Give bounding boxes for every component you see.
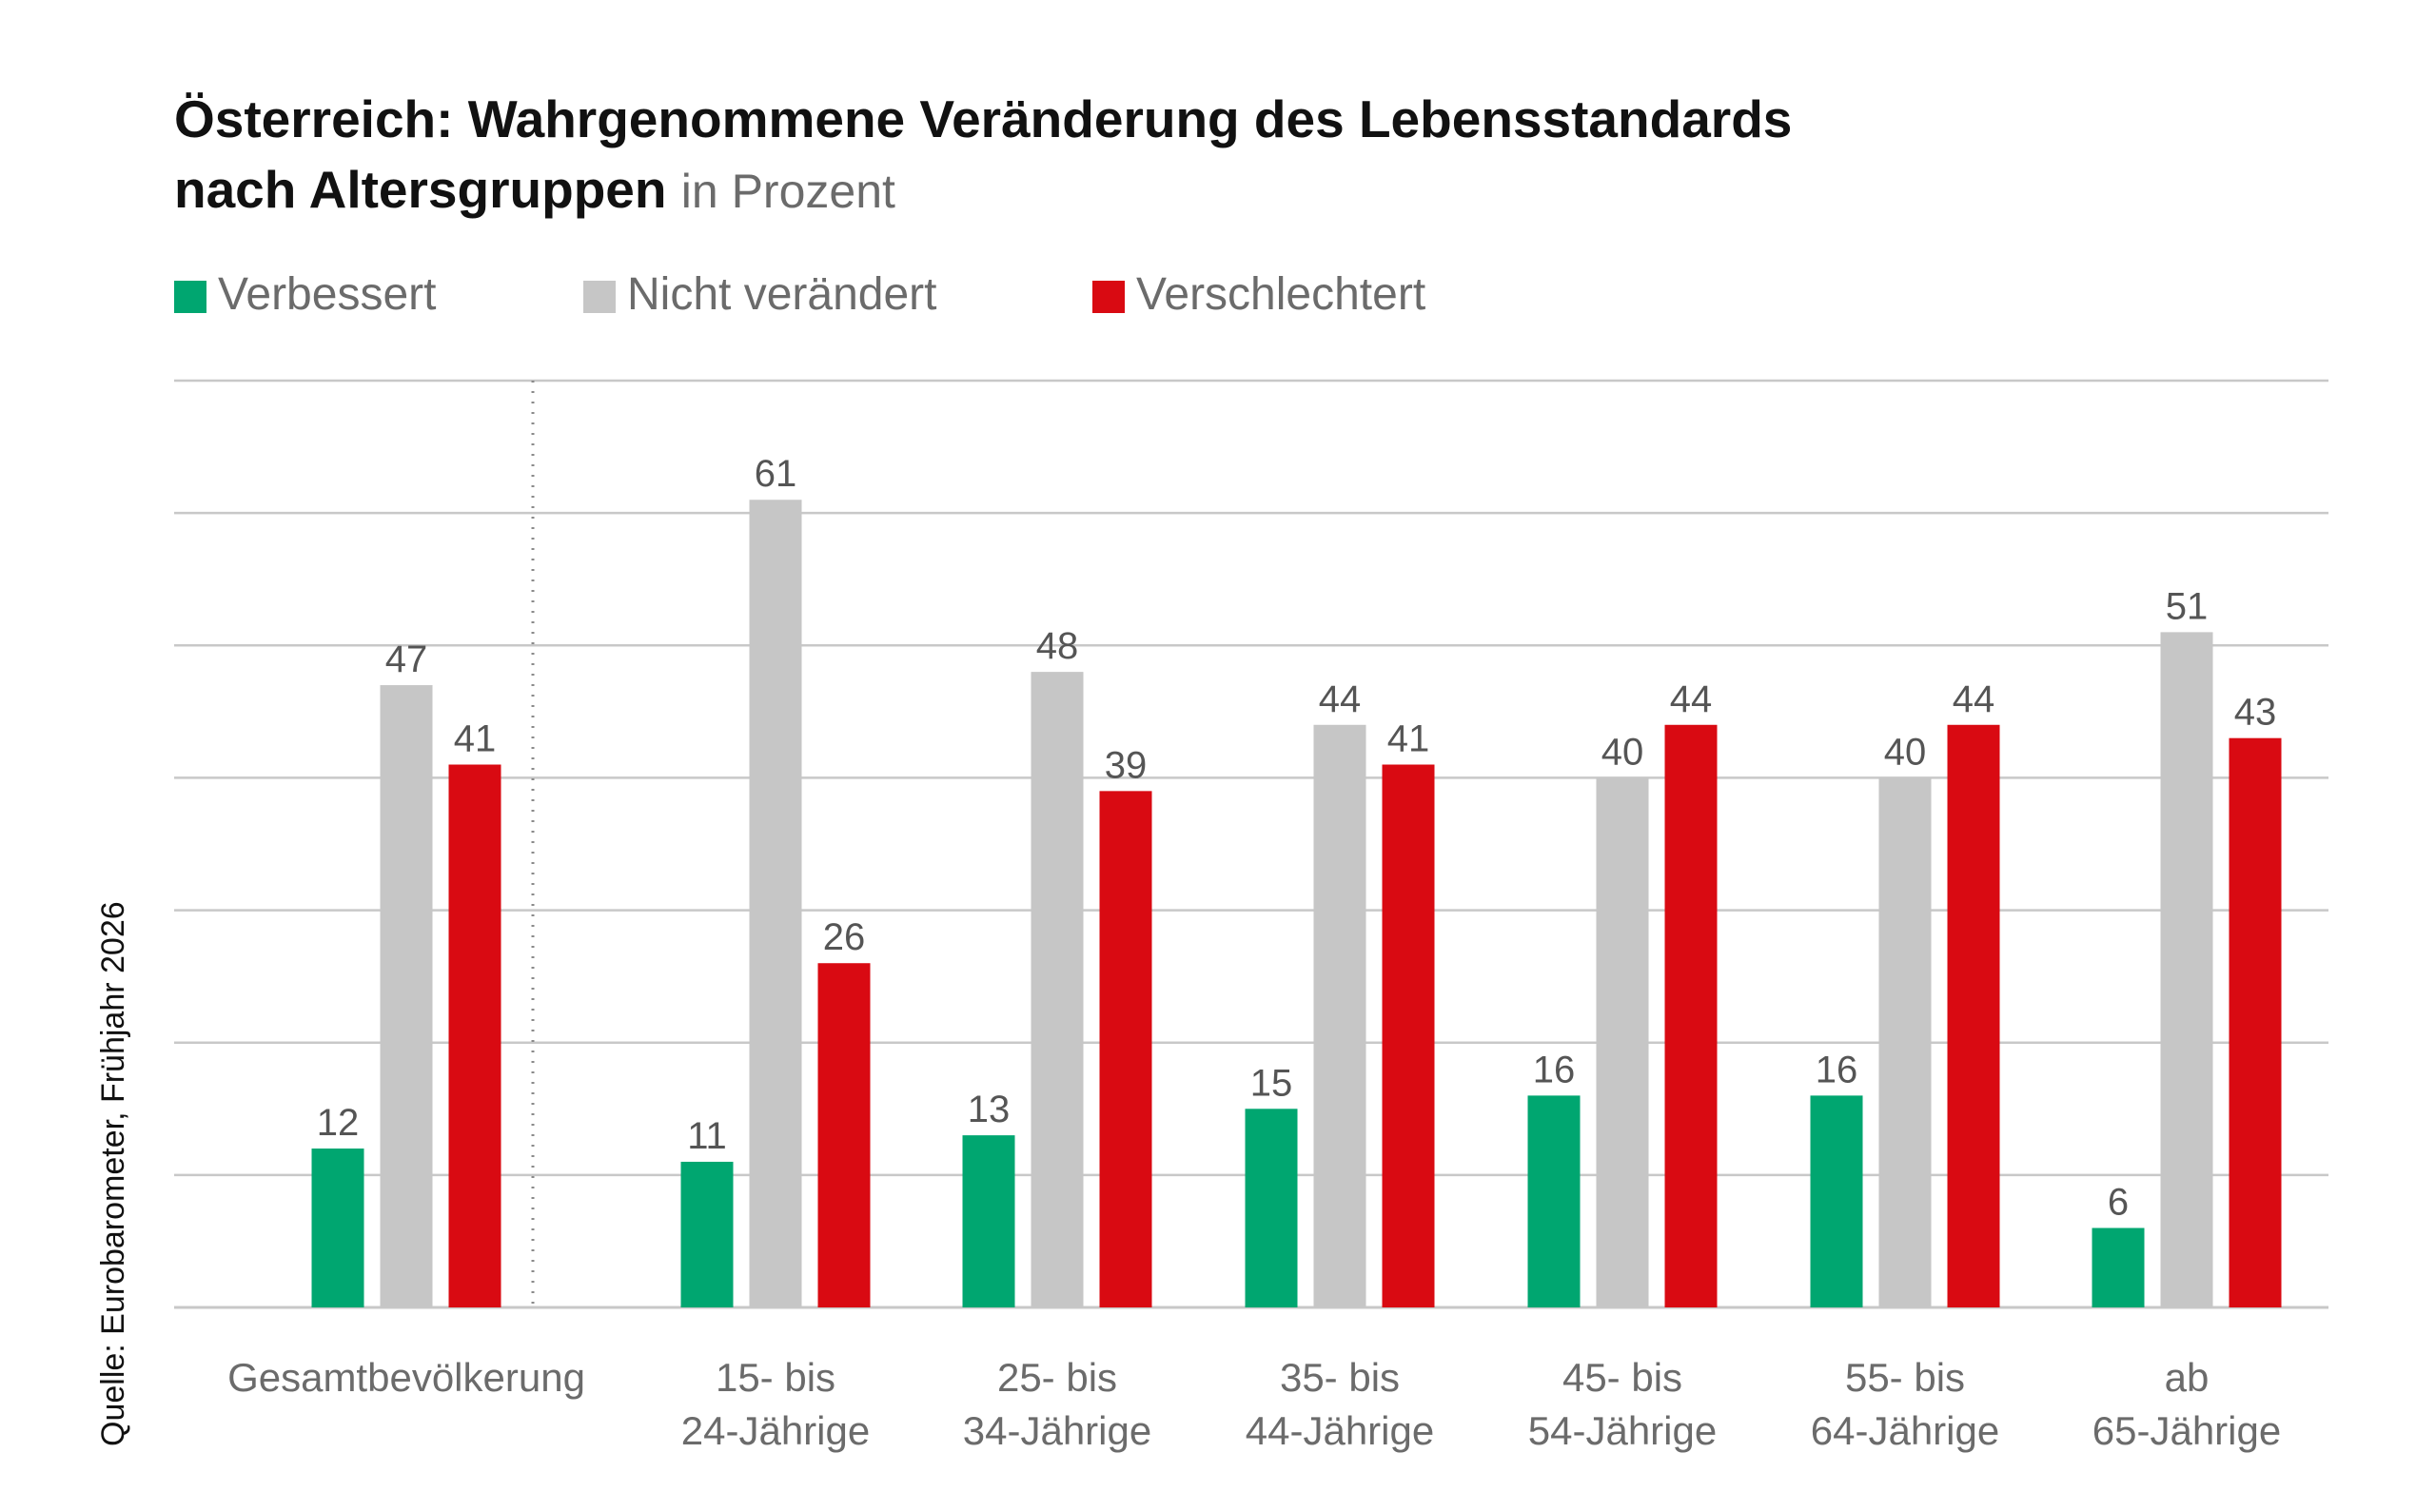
data-label-2-1: 47 bbox=[385, 638, 428, 680]
category-label-line: 45- bis bbox=[1562, 1355, 1682, 1400]
category-label-2: 15- bis 24-Jährige bbox=[681, 1355, 870, 1453]
data-label-1-6: 16 bbox=[1816, 1049, 1858, 1090]
category-label-7: ab 65-Jährige bbox=[2092, 1355, 2281, 1453]
legend-swatch-2 bbox=[583, 281, 616, 313]
category-label-4: 35- bis 44-Jährige bbox=[1246, 1355, 1434, 1453]
category-label-line: 44-Jährige bbox=[1246, 1408, 1434, 1453]
data-label-3-5: 44 bbox=[1670, 678, 1713, 720]
data-label-2-5: 40 bbox=[1601, 731, 1644, 773]
data-label-3-2: 26 bbox=[823, 916, 866, 958]
legend-swatch-1 bbox=[174, 281, 206, 313]
bar-1-4 bbox=[1245, 1109, 1298, 1307]
data-label-2-7: 51 bbox=[2166, 585, 2209, 627]
chart-title-line-2-text: nach Altersgruppen bbox=[174, 160, 667, 219]
legend-label-1: Verbessert bbox=[218, 269, 437, 320]
bar-3-2 bbox=[817, 963, 871, 1307]
bar-3-6 bbox=[1947, 724, 2000, 1307]
category-label-line: 24-Jährige bbox=[681, 1408, 870, 1453]
bar-3-1 bbox=[448, 764, 501, 1307]
data-label-1-3: 13 bbox=[968, 1089, 1011, 1130]
category-label-line: 64-Jährige bbox=[1811, 1408, 1999, 1453]
category-label-line: 34-Jährige bbox=[963, 1408, 1151, 1453]
category-label-line: ab bbox=[2165, 1355, 2210, 1400]
bar-1-7 bbox=[2092, 1227, 2145, 1307]
category-label-5: 45- bis 54-Jährige bbox=[1528, 1355, 1717, 1453]
bar-1-3 bbox=[962, 1135, 1015, 1307]
legend-item-3: Verschlechtert bbox=[1092, 266, 1425, 324]
category-label-line: 55- bis bbox=[1845, 1355, 1965, 1400]
data-label-3-6: 44 bbox=[1953, 678, 1995, 720]
data-label-2-6: 40 bbox=[1884, 731, 1927, 773]
bar-2-7 bbox=[2160, 632, 2213, 1307]
bar-1-2 bbox=[680, 1161, 734, 1307]
data-label-3-4: 41 bbox=[1387, 718, 1430, 760]
bar-2-5 bbox=[1596, 777, 1649, 1307]
legend-label-2: Nicht verändert bbox=[627, 269, 937, 320]
data-label-3-3: 39 bbox=[1105, 744, 1148, 786]
legend-swatch-3 bbox=[1092, 281, 1125, 313]
data-label-1-4: 15 bbox=[1250, 1062, 1293, 1104]
bar-1-1 bbox=[311, 1149, 364, 1307]
chart-title: Österreich: Wahrgenommene Veränderung de… bbox=[174, 84, 2268, 226]
category-label-3: 25- bis 34-Jährige bbox=[963, 1355, 1151, 1453]
legend-item-1: Verbessert bbox=[174, 266, 436, 324]
bar-2-2 bbox=[749, 500, 802, 1307]
data-label-2-3: 48 bbox=[1036, 625, 1079, 667]
legend-item-2: Nicht verändert bbox=[583, 266, 936, 324]
chart-subtitle: in Prozent bbox=[680, 165, 895, 218]
bar-2-4 bbox=[1313, 724, 1366, 1307]
category-label-line: 54-Jährige bbox=[1528, 1408, 1717, 1453]
bar-3-4 bbox=[1382, 764, 1435, 1307]
category-label-line: 35- bis bbox=[1280, 1355, 1400, 1400]
data-label-1-7: 6 bbox=[2108, 1182, 2129, 1224]
category-label-1: Gesamtbevölkerung bbox=[227, 1355, 585, 1400]
category-label-line: 25- bis bbox=[997, 1355, 1117, 1400]
bar-3-3 bbox=[1099, 791, 1152, 1307]
bar-3-7 bbox=[2229, 737, 2282, 1307]
data-label-1-2: 11 bbox=[687, 1115, 727, 1157]
bar-2-6 bbox=[1878, 777, 1932, 1307]
chart-title-line-2: nach Altersgruppen in Prozent bbox=[174, 154, 2268, 226]
data-label-2-4: 44 bbox=[1319, 678, 1362, 720]
bar-2-3 bbox=[1031, 672, 1084, 1307]
source-note: Quelle: Eurobarometer, Frühjahr 2026 bbox=[95, 901, 131, 1446]
data-label-2-2: 61 bbox=[755, 453, 797, 495]
bar-3-5 bbox=[1664, 724, 1718, 1307]
bar-1-6 bbox=[1810, 1095, 1863, 1307]
data-label-3-1: 41 bbox=[454, 718, 497, 760]
data-label-1-1: 12 bbox=[317, 1102, 360, 1144]
category-label-6: 55- bis 64-Jährige bbox=[1811, 1355, 1999, 1453]
bar-1-5 bbox=[1527, 1095, 1581, 1307]
data-label-3-7: 43 bbox=[2234, 692, 2277, 734]
bar-2-1 bbox=[380, 685, 433, 1307]
category-label-line: Gesamtbevölkerung bbox=[227, 1355, 585, 1400]
category-label-line: 15- bis bbox=[716, 1355, 835, 1400]
data-label-1-5: 16 bbox=[1533, 1049, 1576, 1090]
category-label-line: 65-Jährige bbox=[2092, 1408, 2281, 1453]
chart-title-line-1: Österreich: Wahrgenommene Veränderung de… bbox=[174, 89, 1793, 148]
legend-label-3: Verschlechtert bbox=[1136, 269, 1426, 320]
